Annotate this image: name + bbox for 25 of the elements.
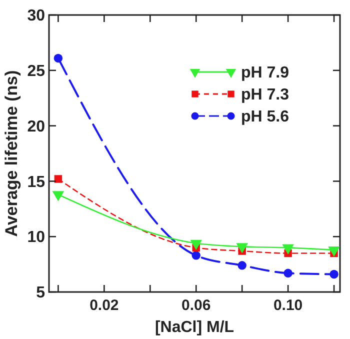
point bbox=[54, 175, 62, 183]
point bbox=[54, 54, 63, 63]
x-tick-label: 0.06 bbox=[182, 297, 211, 314]
point bbox=[238, 261, 246, 270]
point bbox=[282, 244, 294, 254]
y-tick-label: 30 bbox=[27, 8, 46, 25]
point bbox=[192, 251, 200, 260]
legend-label: pH 5.6 bbox=[241, 108, 290, 126]
point bbox=[284, 268, 292, 278]
y-tick-label: 15 bbox=[27, 174, 46, 191]
point bbox=[328, 246, 340, 257]
y-axis-title: Average lifetime (ns) bbox=[2, 70, 21, 237]
y-tick-label: 10 bbox=[27, 229, 46, 246]
y-tick-label: 5 bbox=[36, 284, 46, 302]
y-tick-label: 25 bbox=[27, 63, 46, 80]
point bbox=[236, 243, 248, 254]
point bbox=[52, 191, 64, 202]
x-tick-label: 0.02 bbox=[90, 297, 119, 314]
legend-label: pH 7.3 bbox=[241, 86, 290, 104]
legend-label: pH 7.9 bbox=[241, 64, 290, 82]
x-axis-title: [NaCl] M/L bbox=[154, 319, 234, 336]
x-tick-label: 0.10 bbox=[273, 297, 303, 314]
point bbox=[330, 270, 338, 279]
point bbox=[190, 240, 202, 250]
y-tick-label: 20 bbox=[27, 118, 46, 136]
